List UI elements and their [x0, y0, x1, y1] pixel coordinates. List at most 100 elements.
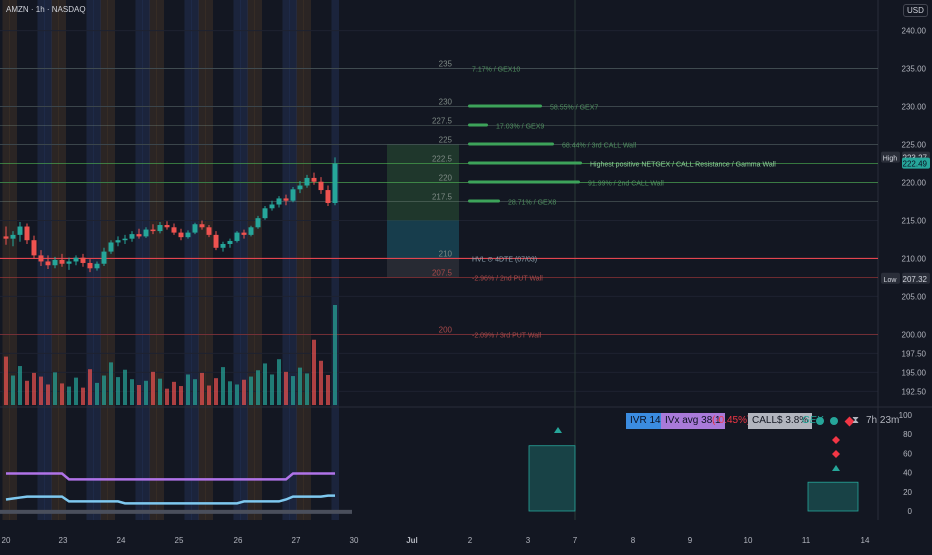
gamma-bar	[468, 142, 554, 146]
price-tick-label: 200.00	[902, 330, 927, 339]
red-diamond-icon	[832, 450, 840, 458]
candle-body	[318, 181, 324, 191]
session-band	[178, 0, 186, 520]
candle-body	[80, 257, 86, 263]
gamma-bar	[468, 180, 580, 184]
session-band	[191, 0, 199, 520]
candle-body	[227, 240, 233, 244]
gamma-level-label: -2.96% / 2nd PUT Wall	[472, 275, 543, 282]
session-band	[24, 0, 32, 520]
time-tick-label: 24	[117, 536, 126, 545]
volume-bar	[81, 387, 85, 405]
gex-markers	[816, 413, 855, 429]
session-band	[164, 0, 172, 520]
price-tick-label: 235.00	[902, 65, 927, 74]
gamma-strike-label: 210	[439, 249, 453, 258]
candle-body	[276, 198, 282, 205]
indicator-baseline	[0, 509, 352, 514]
session-band	[227, 0, 235, 520]
gamma-levels: 235 7.17% / GEX10 230 58.55% / GEX7 227.5 17.…	[0, 60, 878, 339]
candle-body	[45, 261, 51, 266]
volume-bar	[137, 385, 141, 405]
time-tick-label: 2	[468, 536, 473, 545]
time-tick-label: 30	[350, 536, 359, 545]
volume-bar	[144, 380, 148, 405]
volume-bar	[130, 379, 134, 405]
candle-body	[290, 189, 296, 201]
gamma-bar	[468, 123, 488, 127]
time-tick-label: 10	[744, 536, 753, 545]
candle-body	[192, 224, 198, 233]
volume-bar	[200, 372, 204, 405]
gamma-level-label: 68.44% / 3rd CALL Wall	[562, 143, 637, 150]
volume-bar	[39, 376, 43, 405]
price-tick-label: 197.50	[902, 349, 927, 358]
gamma-bar	[468, 161, 582, 165]
session-band	[289, 0, 297, 520]
volume-bar	[193, 379, 197, 405]
session-band	[17, 0, 25, 520]
price-tick-label: 225.00	[902, 141, 927, 150]
indicator-histogram-bar	[807, 481, 859, 512]
candle-body	[73, 257, 79, 262]
candle-body	[108, 242, 114, 252]
gamma-level-label: 17.03% / GEX9	[496, 124, 544, 131]
green-dot-icon	[816, 417, 824, 425]
session-band	[282, 0, 290, 520]
indicator-tick-label: 60	[903, 449, 912, 458]
volume-bar	[25, 380, 29, 405]
candle-body	[52, 259, 58, 266]
gamma-level-label: 91.99% / 2nd CALL Wall	[588, 180, 664, 187]
volume-bar	[74, 377, 78, 405]
gamma-strike-label: 235	[439, 60, 453, 69]
volume-bar	[11, 375, 15, 405]
session-band	[213, 0, 221, 520]
price-tick-label: 205.00	[902, 292, 927, 301]
candle-body	[24, 226, 30, 241]
candle-body	[17, 226, 23, 235]
calls-badge: CALL$ 3.8%	[748, 413, 813, 429]
candle-body	[185, 232, 191, 238]
timer-text: 7h 23m	[866, 415, 900, 426]
candle-body	[332, 163, 338, 203]
hvl-zone	[387, 220, 459, 259]
gamma-level-label: Highest positive NETGEX / CALL Resistanc…	[590, 161, 776, 168]
put-zone	[387, 258, 459, 278]
candle-body	[115, 240, 121, 243]
candle-body	[101, 251, 107, 264]
price-tick-label: 220.00	[902, 178, 927, 187]
session-band	[31, 0, 39, 520]
candle-body	[220, 243, 226, 248]
hourglass-icon: ⧗	[852, 415, 860, 426]
session-band	[240, 0, 248, 520]
candle-body	[311, 177, 317, 182]
candle-body	[150, 229, 156, 232]
candle-body	[31, 240, 37, 256]
currency-button[interactable]: USD	[903, 4, 928, 17]
candle-body	[164, 225, 170, 228]
candle-body	[234, 232, 240, 241]
volume-bar	[256, 370, 260, 405]
volume-bar	[291, 376, 295, 405]
time-axis-bg	[0, 531, 932, 550]
time-tick-label: 20	[2, 536, 11, 545]
session-band	[135, 0, 143, 520]
volume-bar	[312, 339, 316, 405]
session-band	[254, 0, 262, 520]
gamma-level-label: 28.71% / GEX8	[508, 199, 556, 206]
price-tick-label: 230.00	[902, 103, 927, 112]
time-tick-label: Jul	[406, 536, 418, 545]
volume-bar	[235, 384, 239, 405]
candle-body	[10, 234, 16, 239]
session-band	[331, 0, 339, 520]
gamma-strike-label: 220	[439, 173, 453, 182]
candle-body	[206, 227, 212, 235]
volume-bar	[151, 371, 155, 405]
volume-bar	[53, 372, 57, 405]
volume-bar	[270, 374, 274, 405]
session-band	[220, 0, 228, 520]
up-triangle-icon	[832, 465, 840, 471]
volume-bar	[95, 382, 99, 405]
